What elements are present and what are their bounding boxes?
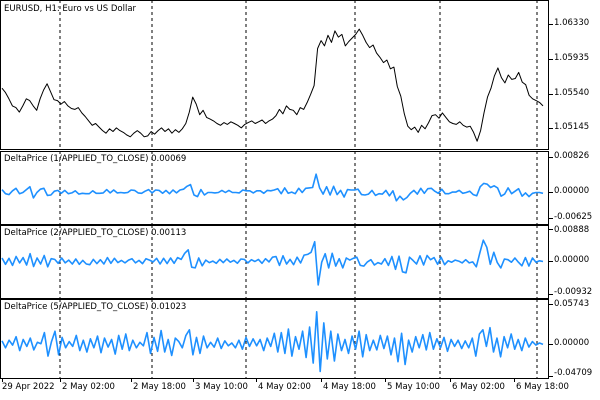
time-axis-label: 6 May 18:00 xyxy=(516,382,569,392)
indicator-series-line xyxy=(1,311,544,373)
time-axis-tick xyxy=(385,378,386,382)
indicator-2-title: DeltaPrice (2/APPLIED_TO_CLOSE) 0.00113 xyxy=(4,228,187,238)
price-axis-label: 0.00000 xyxy=(554,338,590,348)
price-axis-tick xyxy=(549,344,553,345)
price-axis-label: 0.00000 xyxy=(554,186,590,196)
indicator-2-svg xyxy=(1,225,544,298)
time-axis-tick xyxy=(514,378,515,382)
time-axis-label: 5 May 10:00 xyxy=(387,382,440,392)
indicator-3-title: DeltaPrice (5/APPLIED_TO_CLOSE) 0.01023 xyxy=(4,302,187,312)
time-axis-label: 2 May 18:00 xyxy=(133,382,186,392)
time-axis-tick xyxy=(321,378,322,382)
price-axis-label: 0.00000 xyxy=(554,255,590,265)
price-axis-label: -0.00932 xyxy=(554,287,593,297)
symbol-title: EURUSD, H1: Euro vs US Dollar xyxy=(4,4,137,14)
indicator-series-line xyxy=(1,173,544,202)
price-axis-tick xyxy=(549,59,553,60)
indicator-1-svg xyxy=(1,151,544,224)
price-pane[interactable]: EURUSD, H1: Euro vs US Dollar xyxy=(0,0,549,150)
price-axis-label: -0.00625 xyxy=(554,212,593,222)
price-chart-svg xyxy=(1,0,544,150)
time-axis-label: 4 May 18:00 xyxy=(323,382,376,392)
price-axis-tick xyxy=(549,294,553,295)
indicator-3-svg xyxy=(1,299,544,379)
time-axis-tick xyxy=(2,378,3,382)
indicator-pane-3[interactable]: DeltaPrice (5/APPLIED_TO_CLOSE) 0.01023 xyxy=(0,299,549,379)
price-axis-tick xyxy=(549,218,553,219)
price-axis-label: 0.00826 xyxy=(554,151,590,161)
time-axis-label: 4 May 02:00 xyxy=(258,382,311,392)
price-axis-label: 1.06330 xyxy=(554,18,590,28)
indicator-pane-2[interactable]: DeltaPrice (2/APPLIED_TO_CLOSE) 0.00113 xyxy=(0,225,549,298)
price-axis-tick xyxy=(549,376,553,377)
price-axis-label: -0.04709 xyxy=(554,368,593,378)
indicator-series-line xyxy=(1,239,544,286)
time-axis-label: 2 May 02:00 xyxy=(62,382,115,392)
price-axis-tick xyxy=(549,261,553,262)
price-series-line xyxy=(1,28,544,142)
price-axis-tick xyxy=(549,128,553,129)
price-axis-label: 1.05935 xyxy=(554,53,590,63)
indicator-1-title: DeltaPrice (1/APPLIED_TO_CLOSE) 0.00069 xyxy=(4,154,187,164)
price-axis-tick xyxy=(549,229,553,230)
time-axis-tick xyxy=(450,378,451,382)
price-axis-tick xyxy=(549,24,553,25)
time-axis-tick xyxy=(131,378,132,382)
price-axis-label: 0.05743 xyxy=(554,299,590,309)
time-axis-label: 6 May 02:00 xyxy=(452,382,505,392)
time-axis-label: 3 May 10:00 xyxy=(195,382,248,392)
time-axis-tick xyxy=(193,378,194,382)
price-axis-tick xyxy=(549,157,553,158)
indicator-pane-1[interactable]: DeltaPrice (1/APPLIED_TO_CLOSE) 0.00069 xyxy=(0,151,549,224)
price-axis-label: 1.05540 xyxy=(554,88,590,98)
price-axis-tick xyxy=(549,304,553,305)
price-axis-label: 1.05145 xyxy=(554,122,590,132)
time-axis-tick xyxy=(256,378,257,382)
time-axis-tick xyxy=(60,378,61,382)
price-axis-tick xyxy=(549,94,553,95)
price-axis-tick xyxy=(549,192,553,193)
price-axis-label: 0.00888 xyxy=(554,225,590,235)
time-axis-label: 29 Apr 2022 xyxy=(2,382,55,392)
